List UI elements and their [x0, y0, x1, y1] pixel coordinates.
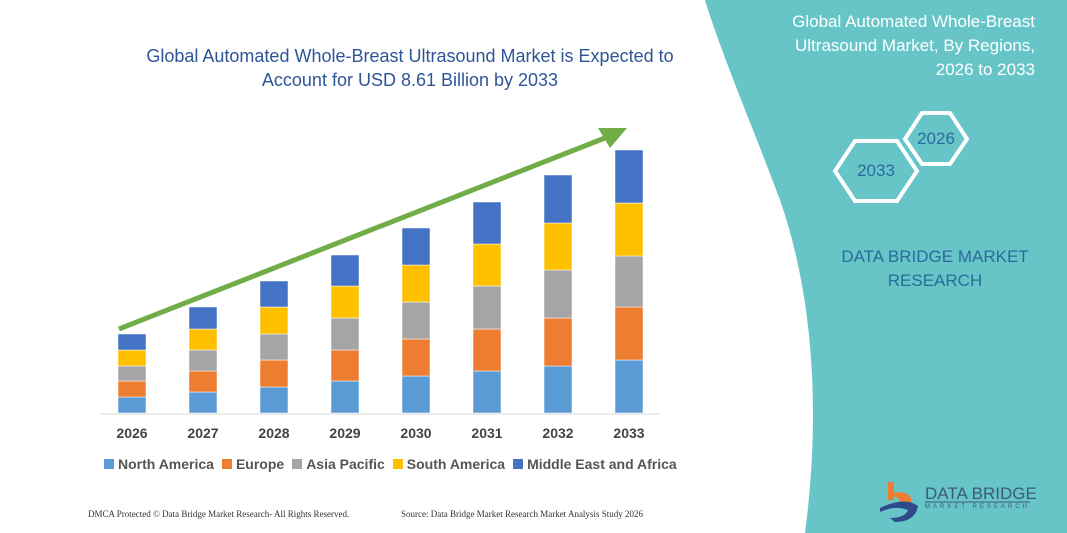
legend-item: Middle East and Africa: [513, 456, 677, 472]
legend-label: North America: [118, 456, 214, 472]
bar-segment-2030-asia-pacific: [401, 301, 431, 340]
brand-line: RESEARCH: [887, 271, 983, 290]
side-title-line: Ultrasound Market, By Regions,: [795, 36, 1035, 55]
bar-segment-2033-north-america: [614, 359, 644, 414]
x-tick-label: 2027: [187, 425, 219, 441]
trend-arrow: [118, 128, 627, 332]
bar-segment-2030-south-america: [401, 264, 431, 303]
legend-label: Asia Pacific: [306, 456, 385, 472]
x-tick-label: 2029: [329, 425, 361, 441]
side-panel-brand: DATA BRIDGE MARKET RESEARCH: [820, 245, 1050, 293]
bar-segment-2032-middle-east-and-africa: [543, 174, 573, 224]
x-tick-label: 2030: [400, 425, 432, 441]
x-tick-label: 2026: [116, 425, 148, 441]
x-tick-label: 2028: [258, 425, 290, 441]
side-title-line: 2026 to 2033: [935, 60, 1035, 79]
bar-segment-2033-middle-east-and-africa: [614, 149, 644, 204]
bar-segment-2031-north-america: [472, 370, 502, 414]
bar-segment-2032-europe: [543, 317, 573, 367]
x-tick-label: 2031: [471, 425, 503, 441]
side-title-line: Global Automated Whole-Breast: [792, 12, 1035, 31]
hexagon-2033: [832, 139, 920, 203]
x-tick-label: 2032: [542, 425, 574, 441]
bar-segment-2031-middle-east-and-africa: [472, 201, 502, 245]
bar-segment-2030-europe: [401, 338, 431, 377]
logo-icon: [880, 482, 918, 522]
logo-name: DATA BRIDGE: [925, 484, 1037, 503]
brand-line: DATA BRIDGE MARKET: [841, 247, 1029, 266]
legend-label: Middle East and Africa: [527, 456, 677, 472]
bar-segment-2029-south-america: [330, 285, 360, 319]
bar-segment-2026-north-america: [117, 396, 147, 414]
bar-segment-2029-europe: [330, 349, 360, 382]
legend-swatch: [104, 459, 114, 469]
chart-title: Global Automated Whole-Breast Ultrasound…: [146, 46, 674, 90]
bar-segment-2026-middle-east-and-africa: [117, 333, 147, 351]
bar-segment-2028-asia-pacific: [259, 333, 289, 361]
bar-segment-2027-middle-east-and-africa: [188, 306, 218, 330]
bar-segment-2027-europe: [188, 370, 218, 393]
side-panel-title: Global Automated Whole-Breast Ultrasound…: [735, 10, 1035, 82]
bar-segment-2029-asia-pacific: [330, 317, 360, 351]
bar-segment-2032-south-america: [543, 222, 573, 271]
bar-segment-2033-europe: [614, 306, 644, 361]
legend-label: South America: [406, 456, 506, 472]
legend-item: Asia Pacific: [292, 456, 385, 472]
hex-label-start: 2026: [917, 129, 955, 148]
bar-segment-2026-south-america: [117, 349, 147, 367]
bar-segment-2031-europe: [472, 328, 502, 372]
bar-segment-2028-south-america: [259, 306, 289, 335]
bar-segment-2026-europe: [117, 380, 147, 398]
legend-swatch: [292, 459, 303, 469]
side-panel: [705, 0, 1067, 533]
bar-segment-2029-north-america: [330, 380, 360, 414]
hex-label-end: 2033: [857, 161, 895, 180]
bar-segment-2028-europe: [259, 359, 289, 388]
legend-item: North America: [104, 456, 214, 472]
bar-segment-2027-south-america: [188, 328, 218, 351]
copyright: DMCA Protected © Data Bridge Market Rese…: [88, 509, 350, 519]
logo-tagline: MARKET RESEARCH: [925, 504, 1030, 510]
legend-label: Europe: [235, 456, 285, 472]
bar-segment-2033-south-america: [614, 202, 644, 257]
bar-segment-2029-middle-east-and-africa: [330, 254, 360, 287]
source-note: Source: Data Bridge Market Research Mark…: [401, 509, 643, 519]
legend-swatch: [221, 459, 232, 469]
bar-segment-2030-middle-east-and-africa: [401, 227, 431, 266]
bar-segment-2032-asia-pacific: [543, 269, 573, 319]
bar-segment-2026-asia-pacific: [117, 365, 147, 382]
legend-swatch: [392, 459, 403, 469]
legend: North America Europe Asia Pacific South Ame…: [104, 456, 677, 472]
bar-segment-2027-asia-pacific: [188, 349, 218, 372]
bar-segment-2030-north-america: [401, 375, 431, 414]
legend-swatch: [513, 459, 524, 469]
bar-segment-2027-north-america: [188, 391, 218, 414]
bar-segment-2033-asia-pacific: [614, 255, 644, 308]
bar-segment-2031-asia-pacific: [472, 285, 502, 330]
legend-item: Europe: [221, 456, 285, 472]
bar-segment-2032-north-america: [543, 365, 573, 414]
bar-segment-2028-north-america: [259, 386, 289, 414]
hexagon-2026: [902, 111, 970, 166]
legend-item: South America: [392, 456, 506, 472]
x-tick-label: 2033: [613, 425, 645, 441]
bar-segment-2031-south-america: [472, 243, 502, 287]
bar-segment-2028-middle-east-and-africa: [259, 280, 289, 308]
